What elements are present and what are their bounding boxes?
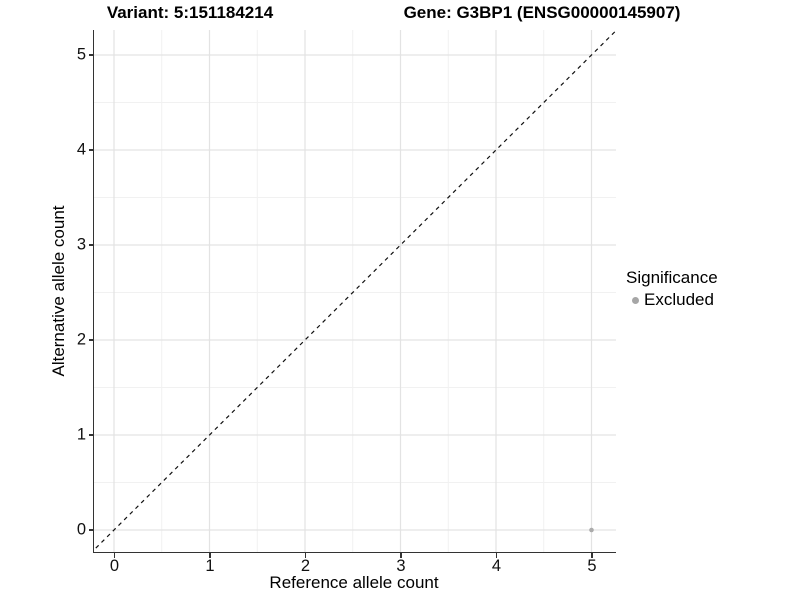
- y-tick-mark: [88, 529, 93, 531]
- x-tick-label: 4: [491, 557, 502, 575]
- scatter-plot-canvas: [94, 30, 616, 552]
- legend-entries: Excluded: [626, 290, 718, 310]
- x-tick-label: 5: [587, 557, 597, 575]
- y-tick-label: 2: [76, 330, 86, 349]
- y-tick-mark: [88, 54, 93, 56]
- x-tick-mark: [400, 553, 402, 558]
- x-tick-mark: [591, 553, 593, 558]
- gene-title: Gene: G3BP1 (ENSG00000145907): [403, 3, 681, 22]
- y-tick-label: 3: [76, 235, 86, 254]
- legend-key-dot-icon: [632, 296, 639, 304]
- legend-entry: Excluded: [626, 290, 718, 310]
- data-point: [589, 527, 594, 533]
- y-axis-title: Alternative allele count: [49, 205, 68, 377]
- y-tick-label: 1: [76, 425, 86, 444]
- x-tick-mark: [209, 553, 211, 558]
- y-tick-label: 5: [76, 45, 86, 64]
- variant-title: Variant: 5:151184214: [106, 3, 274, 22]
- x-tick-label: 2: [300, 557, 311, 575]
- y-tick-label: 0: [76, 520, 86, 539]
- x-tick-mark: [113, 553, 116, 558]
- x-tick-label: 0: [109, 557, 120, 575]
- legend: Significance Excluded: [626, 268, 718, 310]
- legend-title: Significance: [626, 268, 718, 287]
- x-tick-label: 1: [205, 557, 215, 575]
- y-tick-mark: [88, 339, 93, 341]
- x-tick-label: 3: [396, 557, 406, 575]
- x-axis-title: Reference allele count: [269, 573, 439, 592]
- plot-panel: [93, 30, 616, 553]
- y-tick-label: 4: [76, 140, 86, 159]
- y-tick-mark: [88, 149, 93, 151]
- y-tick-mark: [88, 434, 93, 436]
- legend-entry-label: Excluded: [644, 290, 714, 309]
- x-tick-mark: [304, 553, 307, 558]
- y-tick-mark: [88, 244, 93, 246]
- x-tick-mark: [495, 553, 498, 558]
- identity-dashed-line: [94, 30, 616, 551]
